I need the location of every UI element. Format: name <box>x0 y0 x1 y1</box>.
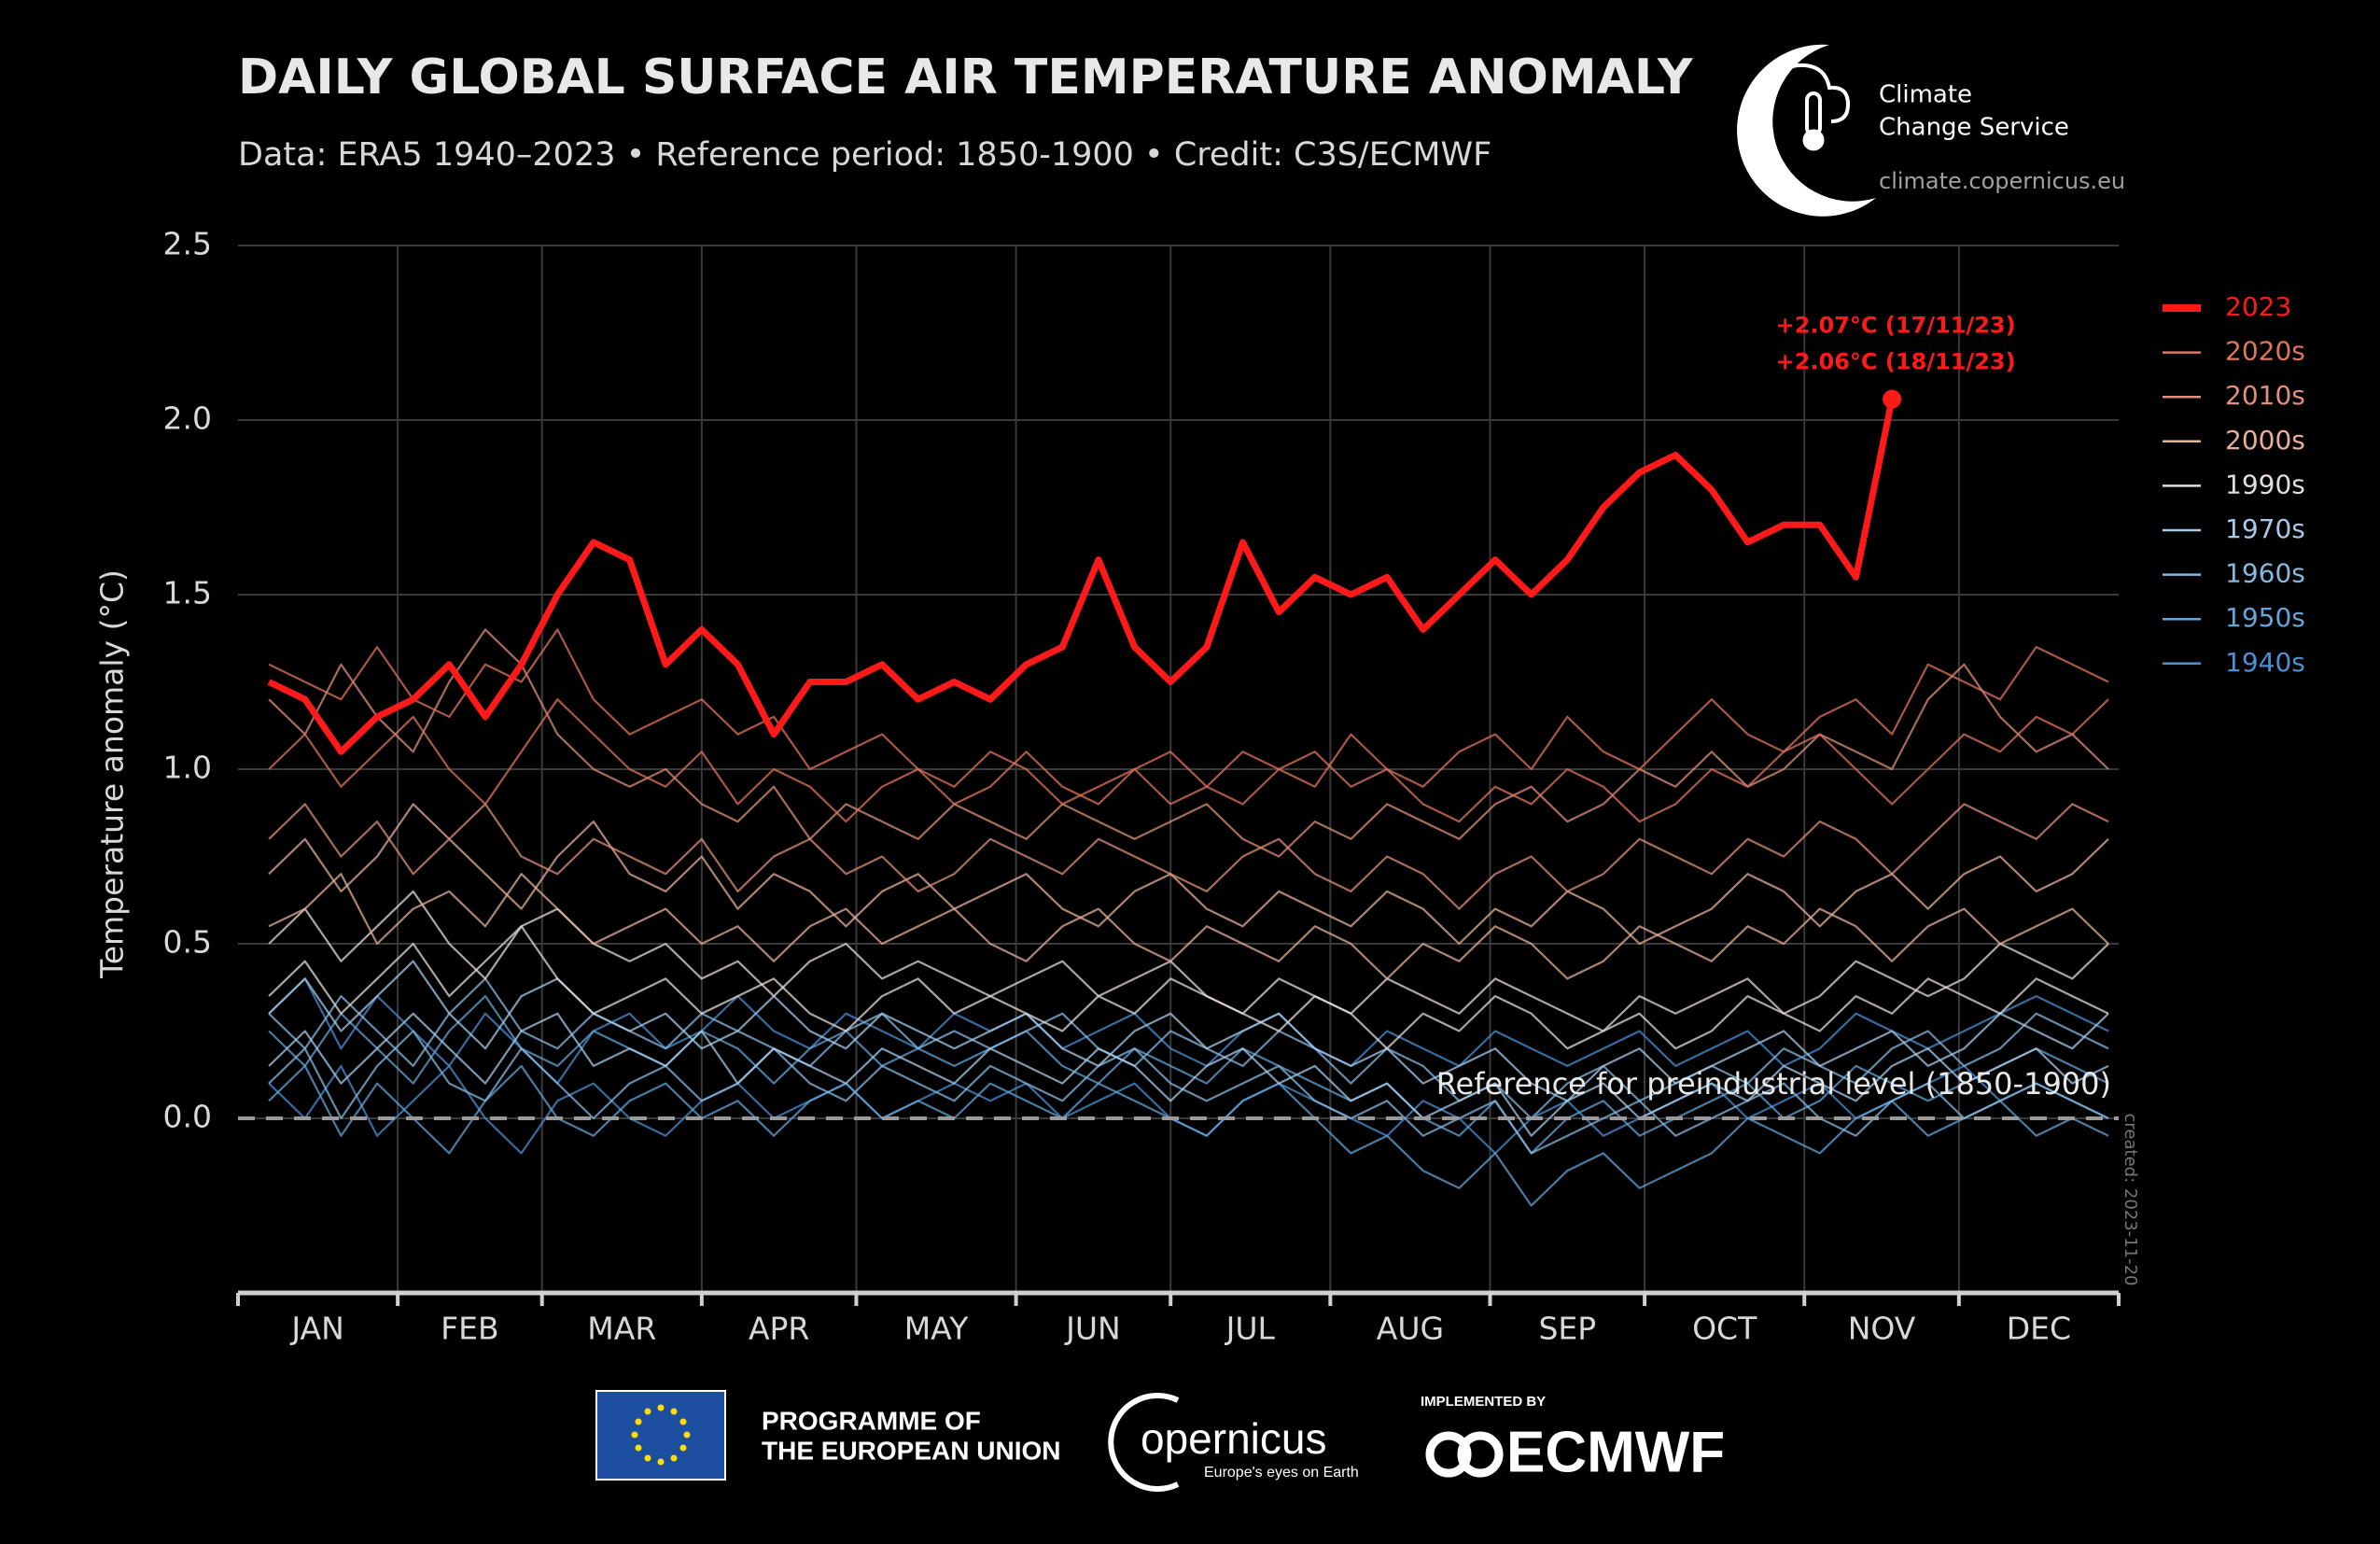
eu-text: PROGRAMME OF <box>762 1406 981 1435</box>
year-line <box>268 698 2109 823</box>
legend-label: 2000s <box>2225 425 2305 456</box>
ecmwf-text: ECMWF <box>1506 1420 1725 1484</box>
year-line <box>268 977 2109 1120</box>
legend-label: 1940s <box>2225 647 2305 678</box>
annotation: +2.06°C (18/11/23) <box>1776 349 2016 375</box>
y-tick-label: 1.0 <box>163 750 212 786</box>
ecmwf-mark <box>1425 1431 1504 1478</box>
x-tick-label: JUN <box>1064 1311 1121 1347</box>
legend-label: 2010s <box>2225 380 2305 411</box>
legend-label: 1970s <box>2225 513 2305 544</box>
y-axis-label: Temperature anomaly (°C) <box>94 569 131 979</box>
year-line <box>268 628 2109 806</box>
chart-title: DAILY GLOBAL SURFACE AIR TEMPERATURE ANO… <box>238 49 1694 105</box>
logo-url: climate.copernicus.eu <box>1879 168 2125 194</box>
year-line <box>268 1030 2109 1155</box>
y-tick-label: 0.0 <box>163 1099 212 1135</box>
legend-label: 1960s <box>2225 558 2305 589</box>
chart-subtitle: Data: ERA5 1940–2023 • Reference period:… <box>238 136 1491 174</box>
highlight-line <box>267 398 1896 755</box>
copernicus-tagline: Europe's eyes on Earth <box>1204 1465 1359 1481</box>
x-tick-label: MAY <box>904 1311 969 1347</box>
copernicus-mark <box>1108 1393 1180 1492</box>
legend-label: 2020s <box>2225 336 2305 367</box>
y-tick-label: 2.0 <box>163 400 212 437</box>
y-tick-label: 0.5 <box>163 924 212 961</box>
y-tick-label: 1.5 <box>163 575 212 611</box>
end-point <box>1883 389 1902 409</box>
plot-area: 0.0 0.5 1.0 1.5 2.0 2.5 JAN FEB MAR APR MAY JUN JUL A… <box>163 226 2305 1347</box>
year-line <box>268 1012 2109 1137</box>
x-tick-label: MAR <box>587 1311 656 1347</box>
x-tick-label: JUL <box>1225 1311 1276 1347</box>
year-line <box>268 803 2109 910</box>
c3s-logo <box>1737 44 1876 217</box>
logo-text: Climate <box>1879 81 1972 109</box>
year-line <box>268 628 2109 858</box>
year-line <box>268 925 2109 1050</box>
logo-text: Change Service <box>1879 114 2069 142</box>
implemented-by: IMPLEMENTED BY <box>1421 1394 1546 1410</box>
x-tick-label: JAN <box>289 1311 343 1347</box>
year-line <box>268 995 2109 1155</box>
x-tick-label: AUG <box>1377 1311 1444 1347</box>
legend-label: 1990s <box>2225 469 2305 499</box>
legend-label: 2023 <box>2225 291 2291 322</box>
x-tick-label: APR <box>749 1311 809 1347</box>
eu-text: THE EUROPEAN UNION <box>762 1436 1060 1465</box>
y-tick-label: 2.5 <box>163 226 212 262</box>
reference-label: Reference for preindustrial level (1850-… <box>1436 1066 2111 1102</box>
x-tick-label: DEC <box>2007 1311 2071 1347</box>
x-tick-label: NOV <box>1848 1311 1916 1347</box>
x-tick-label: FEB <box>441 1311 498 1347</box>
annotation: +2.07°C (17/11/23) <box>1776 313 2016 339</box>
x-tick-label: OCT <box>1692 1311 1757 1347</box>
copernicus-text: opernicus <box>1141 1414 1326 1463</box>
legend-label: 1950s <box>2225 602 2305 633</box>
x-tick-label: SEP <box>1538 1311 1596 1347</box>
year-line <box>268 803 2109 946</box>
eu-flag <box>595 1390 726 1481</box>
year-line <box>268 873 2109 980</box>
created-note: created: 2023-11-20 <box>2121 1114 2140 1286</box>
year-line <box>268 1064 2109 1207</box>
